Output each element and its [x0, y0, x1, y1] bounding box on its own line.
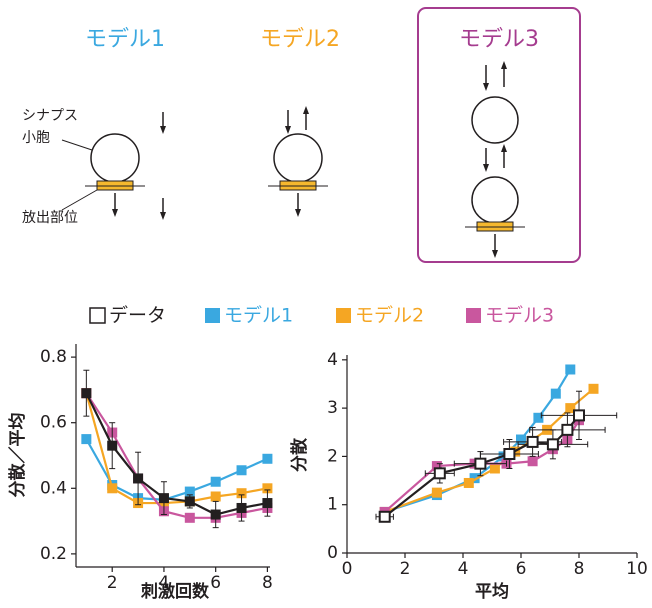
- marker: [475, 459, 485, 469]
- model1: [85, 112, 163, 216]
- marker: [565, 364, 575, 374]
- marker: [185, 513, 195, 523]
- model3: [465, 65, 525, 254]
- marker: [107, 441, 117, 451]
- y-tick-label: 0: [327, 543, 338, 563]
- marker: [548, 439, 558, 449]
- series: [81, 370, 272, 527]
- model-title: モデル1: [85, 27, 165, 52]
- marker: [81, 434, 91, 444]
- marker: [211, 477, 221, 487]
- legend-swatch: [90, 308, 105, 323]
- y-tick-label: 0.8: [40, 347, 67, 367]
- x-tick-label: 8: [574, 559, 585, 579]
- y-tick-label: 1: [327, 495, 338, 515]
- y-axis-title: 分散／平均: [7, 413, 28, 498]
- legend-label: モデル3: [485, 305, 554, 327]
- marker: [528, 456, 538, 466]
- x-tick-label: 2: [107, 573, 118, 593]
- marker: [159, 493, 169, 503]
- series-line: [385, 389, 594, 512]
- series: [380, 384, 599, 517]
- series: [380, 364, 576, 516]
- x-tick-label: 2: [400, 559, 411, 579]
- legend-swatch: [336, 308, 351, 323]
- marker: [432, 488, 442, 498]
- x-tick-label: 4: [458, 559, 469, 579]
- marker: [133, 473, 143, 483]
- marker: [211, 491, 221, 501]
- x-tick-label: 6: [516, 559, 527, 579]
- x-tick-label: 0: [342, 559, 353, 579]
- model-title: モデル3: [459, 27, 539, 52]
- x-axis-title: 刺激回数: [141, 581, 210, 602]
- model2: [268, 110, 328, 213]
- marker: [435, 468, 445, 478]
- leader: [62, 140, 92, 150]
- marker: [504, 449, 514, 459]
- y-tick-label: 0.2: [40, 544, 67, 564]
- legend-swatch: [205, 308, 220, 323]
- x-tick-label: 10: [626, 559, 648, 579]
- marker: [262, 498, 272, 508]
- marker: [574, 410, 584, 420]
- marker: [533, 413, 543, 423]
- x-tick-label: 6: [210, 573, 221, 593]
- legend-swatch: [466, 308, 481, 323]
- marker: [81, 388, 91, 398]
- legend-label: モデル1: [224, 305, 293, 327]
- y-tick-label: 0.4: [40, 478, 67, 498]
- marker: [490, 463, 500, 473]
- series-line: [385, 369, 571, 511]
- y-tick-label: 0.6: [40, 413, 67, 433]
- figure: モデル1 モデル2 モデル3 シナプス 小胞 放出部位: [0, 0, 652, 608]
- marker: [516, 435, 526, 445]
- marker: [237, 503, 247, 513]
- legend-label: モデル2: [355, 305, 424, 327]
- marker: [589, 384, 599, 394]
- y-tick-label: 2: [327, 446, 338, 466]
- diagram: モデル1 モデル2 モデル3 シナプス 小胞 放出部位: [22, 8, 580, 262]
- leader: [62, 190, 97, 210]
- y-tick-label: 4: [327, 350, 338, 370]
- marker: [185, 496, 195, 506]
- model-title: モデル2: [260, 27, 340, 52]
- y-tick-label: 3: [327, 398, 338, 418]
- marker: [211, 510, 221, 520]
- x-tick-label: 8: [262, 573, 273, 593]
- label: シナプス: [22, 108, 78, 124]
- marker: [107, 483, 117, 493]
- x-axis-title: 平均: [475, 581, 509, 602]
- y-axis-title: 分散: [289, 437, 310, 472]
- marker: [380, 512, 390, 522]
- marker: [237, 465, 247, 475]
- marker: [562, 425, 572, 435]
- label: 小胞: [22, 130, 50, 146]
- marker: [528, 437, 538, 447]
- marker: [551, 389, 561, 399]
- marker: [262, 454, 272, 464]
- label: 放出部位: [22, 210, 78, 226]
- legend-label: データ: [109, 305, 166, 327]
- marker: [464, 478, 474, 488]
